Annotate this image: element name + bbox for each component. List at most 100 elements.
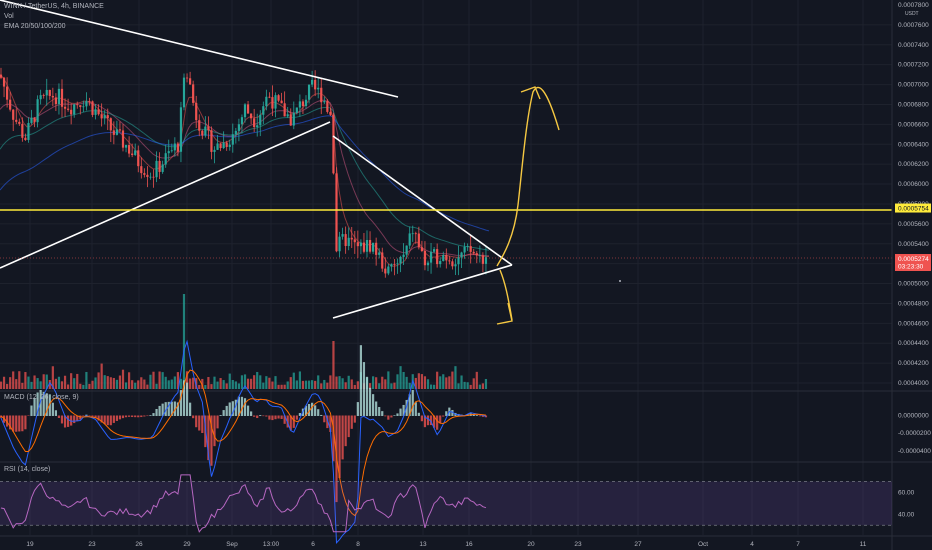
candle-body <box>63 106 67 109</box>
price-tick-label: 0.0004800 <box>898 300 929 307</box>
candle <box>51 87 54 107</box>
macd-histogram-bar <box>24 415 27 430</box>
candle-body <box>484 257 488 264</box>
candle-body <box>48 89 51 96</box>
volume-bar <box>250 378 253 389</box>
volume-bar <box>341 378 344 389</box>
candle <box>277 94 280 103</box>
candle <box>393 259 396 276</box>
macd-histogram-bar <box>429 415 433 426</box>
volume-bar <box>185 371 189 389</box>
candle <box>448 255 451 265</box>
candle <box>91 100 94 118</box>
candle-body <box>94 109 97 115</box>
volume-bar <box>451 371 454 389</box>
volume-bar <box>246 378 250 389</box>
macd-histogram-bar <box>231 401 234 416</box>
volume-bar <box>54 378 57 389</box>
candle-body <box>60 88 64 107</box>
candle-body <box>332 114 335 174</box>
volume-bar <box>91 380 94 389</box>
macd-histogram-bar <box>320 414 323 416</box>
volume-bar <box>408 382 411 389</box>
candle-body <box>372 242 375 252</box>
candle-body <box>228 144 231 147</box>
time-tick-label: 20 <box>527 541 535 548</box>
volume-bar <box>442 374 445 389</box>
candle-body <box>121 130 125 148</box>
volume-bar <box>274 376 277 389</box>
candle-body <box>155 160 158 178</box>
macd-histogram-bar <box>271 415 274 421</box>
candle-body <box>76 104 79 106</box>
candle <box>137 145 140 173</box>
candle-body <box>353 239 356 243</box>
candle-body <box>423 250 427 266</box>
macd-histogram-bar <box>121 415 125 419</box>
candle-body <box>445 254 448 261</box>
candle <box>179 101 183 163</box>
macd-histogram-bar <box>149 415 152 416</box>
candle-body <box>70 109 73 115</box>
macd-histogram-bar <box>128 415 131 417</box>
candle <box>240 114 244 134</box>
volume-bar <box>124 382 128 389</box>
candle-body <box>469 246 472 252</box>
candle-body <box>204 126 207 136</box>
macd-histogram-bar <box>362 362 366 416</box>
volume-bar <box>356 381 359 389</box>
macd-signal-line <box>0 369 487 517</box>
volume-bar <box>326 382 329 389</box>
countdown-label: 03:23:30 <box>898 264 924 271</box>
volume-bar <box>378 383 381 389</box>
volume-bar <box>24 372 27 389</box>
volume-legend: Vol <box>4 13 14 20</box>
candle <box>152 169 155 188</box>
candle-body <box>259 114 262 126</box>
ema-line <box>0 74 489 267</box>
candle-body <box>231 134 234 145</box>
candle <box>317 77 320 99</box>
candle-body <box>140 166 143 174</box>
candle-body <box>457 257 460 265</box>
macd-histogram-bar <box>228 402 231 416</box>
volume-bar <box>268 377 271 389</box>
macd-histogram-bar <box>408 394 411 416</box>
volume-bar <box>0 381 3 389</box>
volume-bar <box>39 381 42 389</box>
candle <box>356 230 359 258</box>
candle-body <box>158 160 161 172</box>
projection-up-arrow <box>496 86 560 267</box>
price-tick-label: 0.0004000 <box>898 380 929 387</box>
candle <box>365 230 369 258</box>
macd-histogram-bar <box>414 402 417 416</box>
candle <box>182 73 186 111</box>
macd-histogram-bar <box>67 415 70 427</box>
candle <box>304 95 308 109</box>
candle <box>301 99 305 115</box>
candle-body <box>396 263 399 265</box>
macd-histogram-bar <box>420 415 423 422</box>
candle <box>79 105 82 115</box>
candle-body <box>97 109 100 115</box>
candle-body <box>326 101 329 112</box>
candle-body <box>207 126 210 131</box>
volume-bar <box>463 381 466 389</box>
candle <box>109 117 112 142</box>
candle <box>411 225 414 242</box>
macd-histogram-bar <box>45 393 48 416</box>
macd-histogram-bar <box>286 415 289 428</box>
candle <box>0 67 3 80</box>
candle-body <box>210 130 213 152</box>
candle <box>100 103 103 127</box>
candle-body <box>216 143 219 150</box>
candle-body <box>27 122 30 140</box>
volume-bar <box>48 379 51 389</box>
price-tick-label: 0.0005600 <box>898 221 929 228</box>
macd-histogram-bar <box>283 415 286 424</box>
macd-histogram-bar <box>314 405 317 416</box>
candle <box>124 144 128 153</box>
macd-histogram-bar <box>173 401 176 416</box>
macd-histogram-bar <box>222 410 225 416</box>
